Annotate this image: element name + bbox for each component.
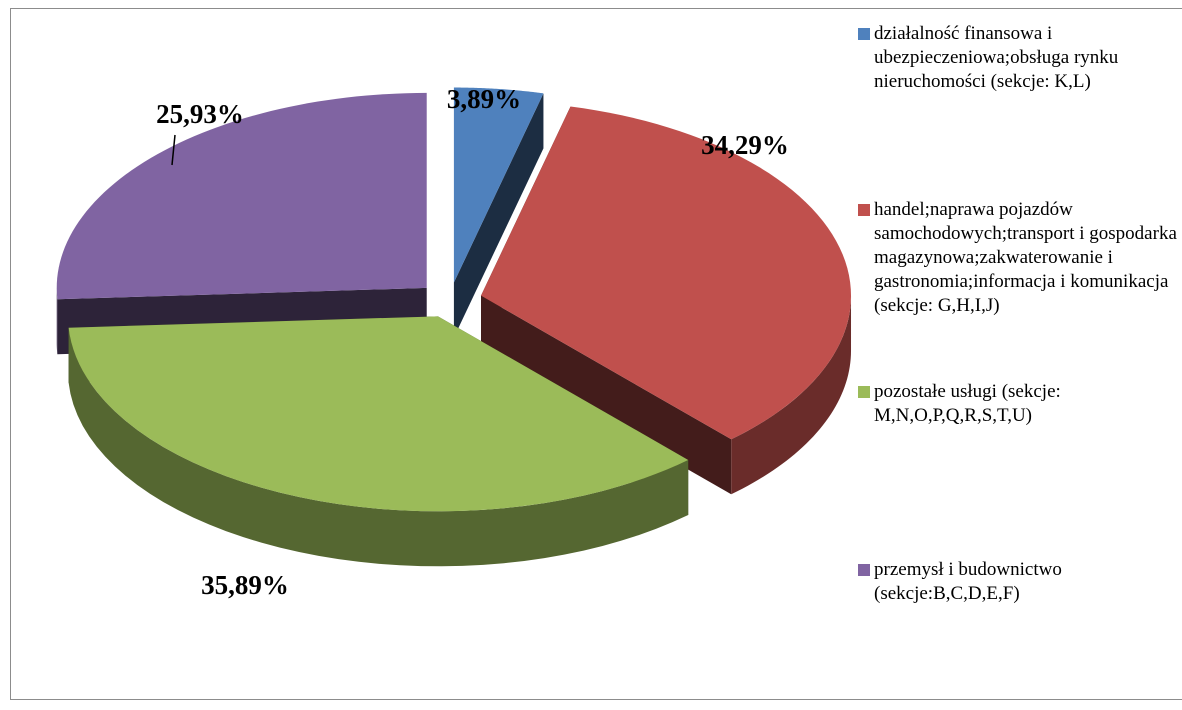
slice-top: [453, 87, 544, 283]
legend-swatch: [858, 564, 870, 576]
legend-swatch: [858, 204, 870, 216]
legend-swatch: [858, 28, 870, 40]
data-label: 3,89%: [447, 84, 521, 114]
slice: [481, 106, 852, 495]
data-label: 35,89%: [201, 570, 289, 600]
slice: [453, 87, 544, 338]
slice: [68, 316, 689, 567]
legend-label: przemysł i budownictwo (sekcje:B,C,D,E,F…: [874, 559, 1062, 604]
legend-label: działalność finansowa i ubezpieczeniowa;…: [874, 23, 1119, 92]
legend-label: pozostałe usługi (sekcje: M,N,O,P,Q,R,S,…: [874, 381, 1061, 426]
data-label: 25,93%: [156, 99, 244, 129]
data-label: 34,29%: [701, 130, 789, 160]
leader-line: [171, 134, 176, 166]
slice-side: [68, 327, 689, 567]
legend-item: przemysł i budownictwo (sekcje:B,C,D,E,F…: [858, 558, 1182, 606]
legend-item: handel;naprawa pojazdów samochodowych;tr…: [858, 198, 1182, 318]
legend-item: działalność finansowa i ubezpieczeniowa;…: [858, 22, 1182, 94]
slice-cut-face: [481, 295, 732, 495]
slice-top: [481, 106, 852, 440]
slice-top: [68, 316, 689, 512]
chart-border: [10, 8, 1182, 700]
legend-label: handel;naprawa pojazdów samochodowych;tr…: [874, 199, 1177, 316]
slice-side: [731, 295, 852, 495]
legend-swatch: [858, 386, 870, 398]
legend-item: pozostałe usługi (sekcje: M,N,O,P,Q,R,S,…: [858, 380, 1182, 428]
slice: [56, 92, 427, 355]
slice-side: [56, 287, 58, 355]
slice-cut-face: [453, 93, 544, 338]
slice-top: [56, 92, 427, 300]
